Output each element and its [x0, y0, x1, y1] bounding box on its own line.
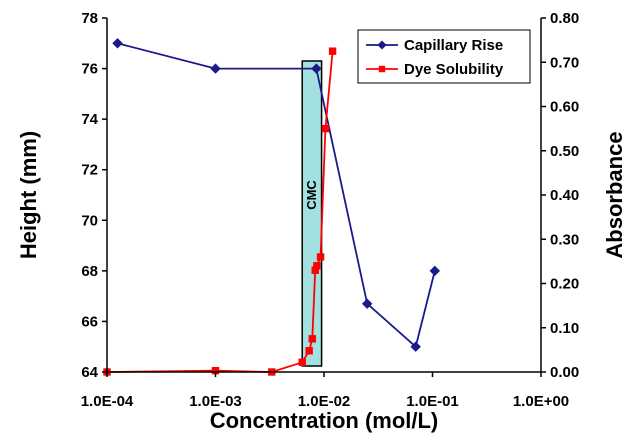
y-left-tick-label: 64: [81, 364, 98, 381]
y-right-tick-label: 0.00: [550, 364, 579, 381]
cmc-band: [301, 60, 323, 367]
x-tick-label: 1.0E-02: [298, 393, 351, 410]
y-right-tick-label: 0.10: [550, 320, 579, 337]
y-right-tick-label: 0.20: [550, 276, 579, 293]
series-point-1: [305, 347, 313, 355]
legend-box: [357, 29, 531, 84]
y-left-tick-label: 72: [81, 162, 98, 179]
y-left-tick-label: 66: [81, 313, 98, 330]
y-right-tick-label: 0.50: [550, 143, 579, 160]
series-point-1: [328, 47, 337, 55]
ticks-layer: 64 66 68 70 72 74 76 78 0.00 0.10 0.20 0.30 0.40 0.50…: [81, 10, 579, 410]
x-tick-label: 1.0E+00: [513, 393, 569, 410]
y-right-tick-label: 0.60: [550, 99, 579, 116]
y-left-tick-label: 76: [81, 61, 98, 78]
legend-swatch-marker: [377, 40, 387, 50]
series-point-0: [112, 38, 123, 49]
y-axis-right-title: Absorbance: [602, 131, 627, 258]
series-point-1: [308, 335, 316, 343]
y-right-tick-label: 0.80: [550, 10, 579, 27]
series-point-1: [298, 358, 306, 366]
y-right-tick-label: 0.30: [550, 231, 579, 248]
series-point-0: [361, 298, 373, 309]
legend-label: Dye Solubility: [404, 61, 504, 78]
y-left-tick-label: 68: [81, 263, 98, 280]
x-tick-label: 1.0E-03: [189, 393, 242, 410]
y-right-tick-label: 0.40: [550, 187, 579, 204]
series-line-0: [117, 42, 436, 349]
x-tick-label: 1.0E-04: [81, 393, 134, 410]
y-right-tick-label: 0.70: [550, 54, 579, 71]
x-tick-label: 1.0E-01: [406, 393, 459, 410]
legend-label: Capillary Rise: [404, 37, 503, 54]
x-axis-title: Concentration (mol/L): [210, 408, 439, 433]
series-point-0: [429, 265, 441, 277]
cmc-band-label: CMC: [304, 180, 319, 210]
series-point-0: [210, 63, 221, 74]
legend: Capillary Rise Dye Solubility: [357, 29, 531, 84]
legend-swatch-marker: [378, 65, 386, 73]
series-point-1: [313, 262, 321, 270]
y-axis-left-title: Height (mm): [16, 131, 41, 259]
y-left-tick-label: 70: [81, 212, 98, 229]
series-point-0: [311, 63, 322, 74]
y-left-tick-label: 78: [81, 10, 98, 27]
series-point-0: [410, 341, 421, 352]
y-left-tick-label: 74: [81, 111, 98, 128]
series-point-1: [316, 253, 325, 261]
series-point-1: [321, 124, 330, 133]
